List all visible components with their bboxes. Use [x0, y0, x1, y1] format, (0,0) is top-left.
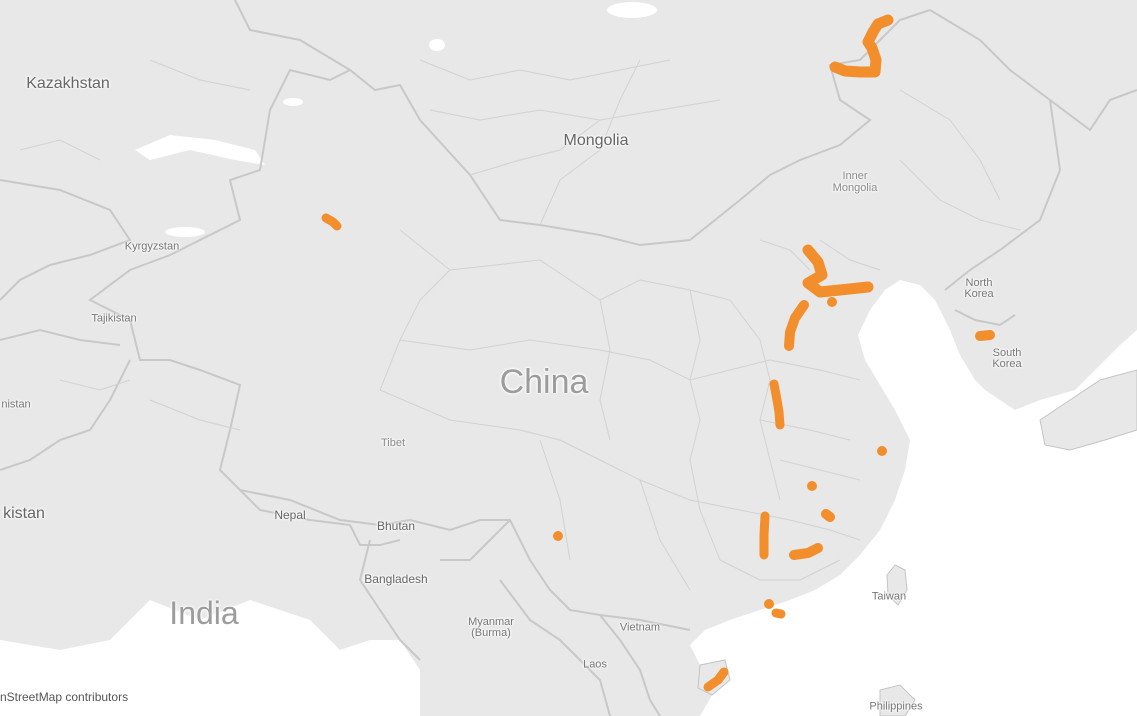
label-nepal: Nepal [274, 508, 306, 522]
marker-hunan[interactable] [759, 511, 770, 560]
marker-hebei-south[interactable] [784, 300, 809, 351]
data-markers [321, 14, 995, 692]
label-myanmar: Myanmar (Burma) [468, 616, 514, 639]
label-laos: Laos [583, 658, 607, 671]
label-taiwan: Taiwan [871, 590, 907, 603]
label-bangladesh: Bangladesh [364, 572, 428, 586]
marker-hainan[interactable] [703, 667, 729, 692]
label-nistan: nistan [1, 398, 31, 411]
marker-jiangxi-east[interactable] [821, 509, 835, 522]
lake-baikal [607, 2, 657, 18]
label-tibet: Tibet [380, 436, 406, 449]
label-mongolia: Mongolia [563, 132, 629, 149]
japan-fragment [1039, 369, 1137, 451]
label-bhutan: Bhutan [376, 519, 416, 533]
marker-guangxi[interactable] [764, 599, 774, 609]
marker-beijing-hebei[interactable] [802, 244, 874, 298]
label-kazakhstan: Kazakhstan [26, 75, 110, 92]
label-tajikistan: Tajikistan [91, 312, 137, 325]
marker-henan[interactable] [769, 379, 785, 430]
marker-xinjiang[interactable] [321, 213, 342, 231]
marker-guangdong[interactable] [771, 608, 786, 619]
label-kistan: kistan [3, 505, 45, 522]
bay-of-bengal [240, 650, 420, 716]
label-north-korea: North Korea [964, 277, 994, 300]
label-philippines: Philippines [869, 700, 923, 713]
philippines-fragment [879, 684, 916, 716]
taiwan-island [886, 564, 908, 606]
lake-issyk-kul [165, 227, 205, 237]
map-attribution[interactable]: nStreetMap contributors [0, 689, 132, 706]
lake-mongolia-2 [283, 98, 303, 106]
marker-tianjin-spot[interactable] [827, 297, 837, 307]
label-kyrgyzstan: Kyrgyzstan [124, 240, 180, 253]
lake-balkhash [135, 135, 265, 165]
marker-jiangxi[interactable] [789, 543, 823, 560]
marker-hubei[interactable] [807, 481, 817, 491]
marker-yunnan[interactable] [553, 531, 563, 541]
label-south-korea: South Korea [992, 347, 1022, 370]
marker-heilongjiang[interactable] [829, 14, 894, 78]
marker-jiangsu[interactable] [877, 446, 887, 456]
label-india: India [169, 595, 239, 631]
label-vietnam: Vietnam [619, 621, 661, 634]
lake-mongolia-1 [429, 39, 445, 51]
marker-korea[interactable] [975, 330, 995, 341]
label-inner-mongolia: Inner Mongolia [832, 169, 878, 194]
label-china: China [499, 363, 589, 401]
